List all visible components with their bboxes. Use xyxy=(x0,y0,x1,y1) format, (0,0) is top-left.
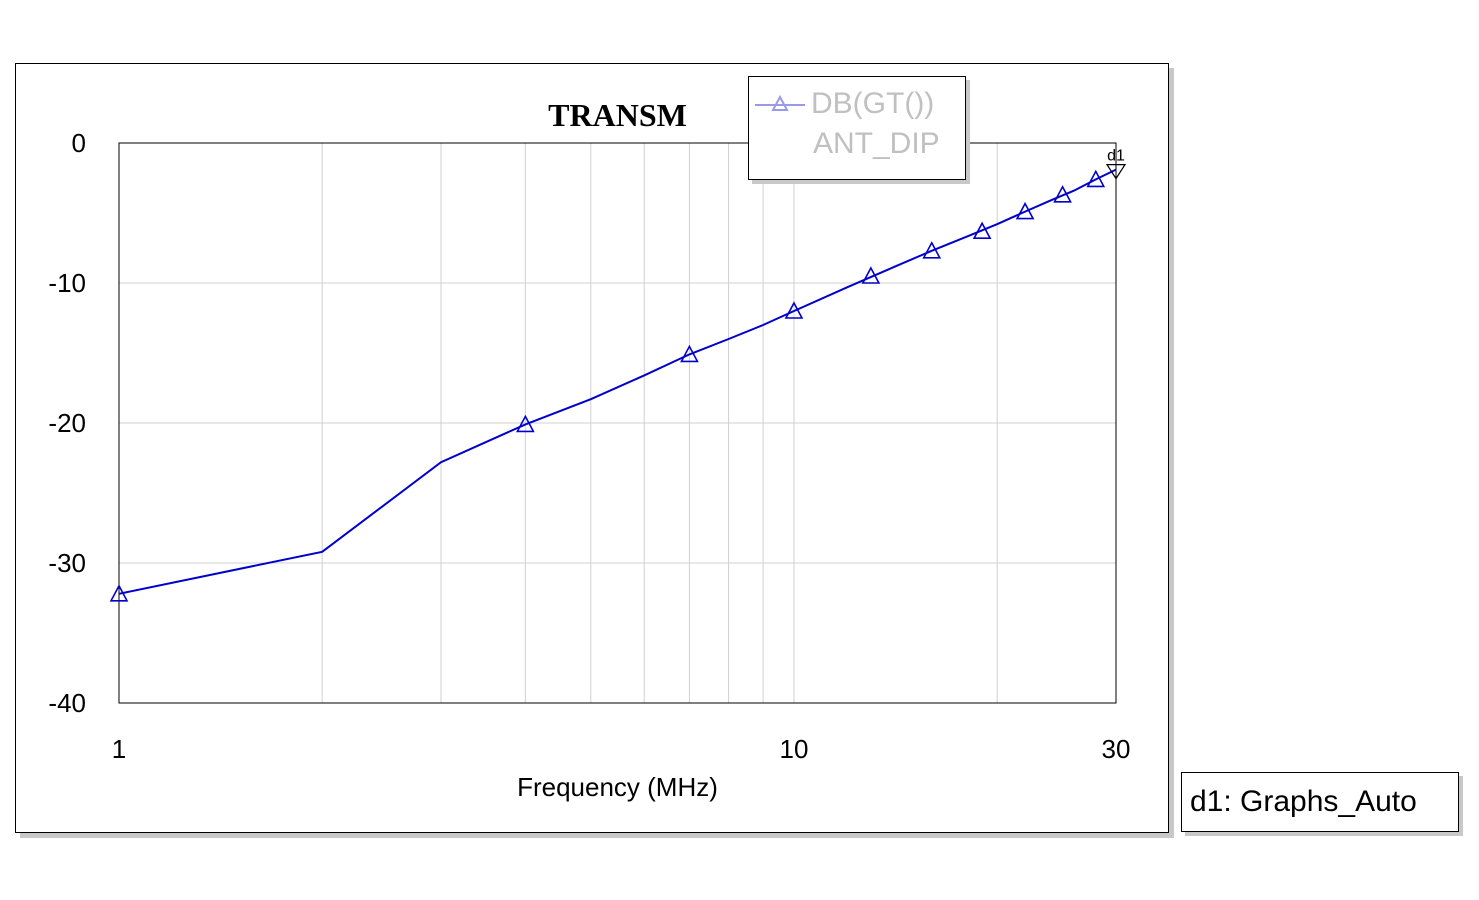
y-tick-label: -40 xyxy=(48,688,86,718)
x-tick-label: 1 xyxy=(112,734,126,764)
y-tick-label: -20 xyxy=(48,408,86,438)
y-tick-label: -30 xyxy=(48,548,86,578)
x-axis-label: Frequency (MHz) xyxy=(517,772,718,802)
dataset-label: d1: Graphs_Auto xyxy=(1190,785,1417,818)
chart-title: TRANSM xyxy=(548,97,687,133)
series-marker xyxy=(922,241,942,259)
series-marker xyxy=(680,344,699,363)
chart-frame: TRANSM 0 -10 -20 -30 -40 1 10 30 Frequency (MHz) d… xyxy=(15,63,1169,833)
series-marker xyxy=(516,414,535,433)
series-marker xyxy=(861,266,881,284)
series-marker xyxy=(109,584,129,602)
legend-line-icon xyxy=(755,95,805,111)
legend-series-source: ANT_DIP xyxy=(813,127,940,160)
transm-chart: TRANSM 0 -10 -20 -30 -40 1 10 30 Frequency (MHz) d… xyxy=(48,97,1131,802)
legend-series-name: DB(GT()) xyxy=(811,87,935,120)
y-tick-label: -10 xyxy=(48,268,86,298)
y-tick-label: 0 xyxy=(72,128,86,158)
series-marker xyxy=(784,301,804,319)
data-marker-label: d1 xyxy=(1107,148,1125,165)
dataset-panel[interactable]: d1: Graphs_Auto xyxy=(1181,772,1459,832)
series-marker xyxy=(1053,185,1072,203)
series-line xyxy=(118,168,1117,595)
data-marker-d1 xyxy=(1105,163,1127,180)
series-marker xyxy=(1015,201,1035,220)
x-tick-label: 10 xyxy=(780,734,809,764)
legend[interactable]: DB(GT()) ANT_DIP xyxy=(748,76,966,180)
series-marker xyxy=(1086,169,1106,188)
series-marker xyxy=(972,221,992,239)
x-tick-label: 30 xyxy=(1102,734,1131,764)
plot-area xyxy=(118,142,1117,704)
